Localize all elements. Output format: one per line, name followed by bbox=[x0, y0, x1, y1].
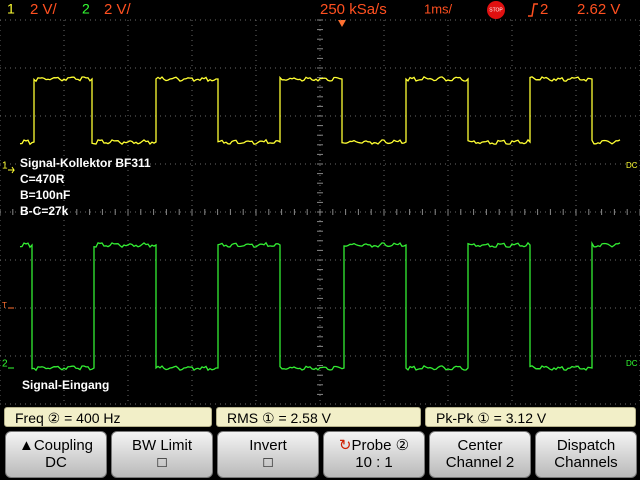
timebase: 1ms/ bbox=[424, 1, 453, 16]
softkey-label: BW Limit bbox=[132, 437, 192, 454]
softkey-value: □ bbox=[263, 454, 273, 471]
ch2-coupling: DC bbox=[626, 359, 638, 368]
waveforms bbox=[19, 75, 621, 372]
sample-rate: 250 kSa/s bbox=[320, 1, 387, 18]
softkey[interactable]: BW Limit □ bbox=[111, 431, 213, 478]
ch2-label: 2 bbox=[82, 1, 90, 17]
softkey-label: Center bbox=[457, 437, 503, 454]
softkey-label-text: Probe ② bbox=[351, 437, 410, 454]
channel-1-trace bbox=[19, 75, 621, 146]
ch1-label: 1 bbox=[7, 1, 15, 17]
softkey-value: DC bbox=[45, 454, 67, 471]
softkey[interactable]: ↻Probe ② 10 : 1 bbox=[323, 431, 425, 478]
softkey-value: Channel 2 bbox=[445, 454, 515, 471]
status-bar bbox=[0, 0, 640, 20]
measurement: Freq ② = 400 Hz bbox=[4, 407, 212, 427]
ch1-scale: 2 V/ bbox=[30, 1, 58, 18]
display: 1 2 V/ 2 2 V/ 250 kSa/s 1ms/ STOP 2 2.62… bbox=[0, 0, 640, 405]
graticule bbox=[0, 19, 640, 405]
trigger-source: 2 bbox=[540, 1, 548, 18]
measurement: Pk-Pk ① = 3.12 V bbox=[425, 407, 636, 427]
annotation: B=100nF bbox=[20, 188, 70, 202]
measurement: RMS ① = 2.58 V bbox=[216, 407, 421, 427]
trigger-level: 2.62 V bbox=[577, 1, 620, 18]
softkey-value: 10 : 1 bbox=[355, 454, 393, 471]
annotation: B-C=27k bbox=[20, 204, 69, 218]
trigger-position-marker bbox=[338, 20, 346, 27]
ch1-arrow bbox=[8, 166, 15, 174]
ch2-scale: 2 V/ bbox=[104, 1, 132, 18]
annotation: C=470R bbox=[20, 172, 65, 186]
trigger-edge-icon bbox=[528, 3, 538, 17]
stop-icon bbox=[487, 1, 505, 19]
trigger-level-marker: T bbox=[2, 301, 7, 310]
softkey-value: □ bbox=[157, 454, 167, 471]
softkey-value: Channels bbox=[554, 454, 618, 471]
ch2-ground-marker: 2 bbox=[2, 359, 8, 370]
ch1-ground-marker: 1 bbox=[2, 161, 8, 172]
softkey-label-text: Coupling bbox=[33, 437, 94, 454]
run-state: STOP bbox=[489, 7, 503, 13]
softkey-label: Dispatch bbox=[556, 437, 616, 454]
softkey[interactable]: Dispatch Channels bbox=[535, 431, 637, 478]
softkey-label: ▲Coupling bbox=[18, 437, 94, 454]
softkey[interactable]: Invert □ bbox=[217, 431, 319, 478]
ch1-coupling: DC bbox=[626, 161, 638, 170]
ch1-badge bbox=[4, 2, 18, 18]
softkey-label: ↻Probe ② bbox=[324, 437, 424, 454]
probe-icon: ↻ bbox=[338, 437, 352, 454]
softkey[interactable]: ▲Coupling DC bbox=[5, 431, 107, 478]
channel-2-trace bbox=[19, 240, 621, 372]
annotation: Signal-Kollektor BF311 bbox=[20, 156, 151, 170]
annotation: Signal-Eingang bbox=[22, 378, 109, 392]
softkey-label: Invert bbox=[249, 437, 287, 454]
softkey[interactable]: Center Channel 2 bbox=[429, 431, 531, 478]
